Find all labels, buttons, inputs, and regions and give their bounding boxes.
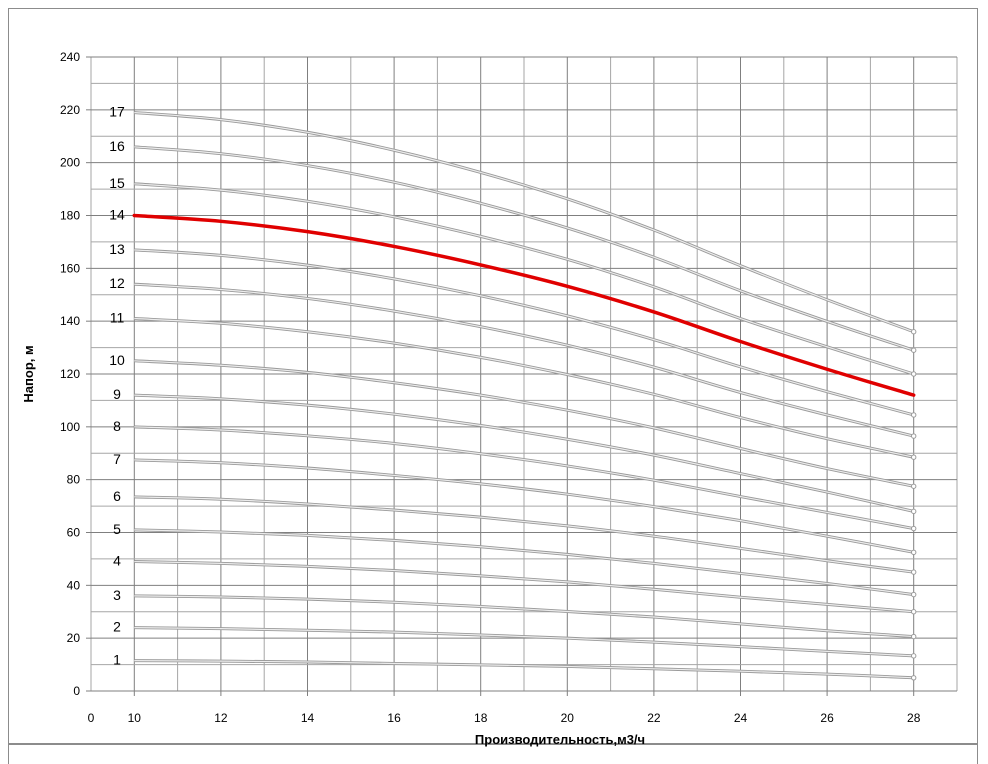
series-line-inner-4	[134, 560, 914, 613]
series-line-inner-9	[134, 394, 914, 512]
series-endpoint-9	[911, 508, 917, 515]
series-endpoint-6	[911, 569, 917, 575]
x-tick-label: 22	[647, 711, 661, 725]
y-tick-label: 200	[60, 156, 80, 170]
series-endpoint-11	[911, 454, 917, 460]
series-endpoint-15	[911, 371, 917, 377]
series-label-7: 7	[113, 451, 121, 467]
series-label-17: 17	[109, 103, 125, 119]
curves	[132, 110, 917, 681]
y-tick-label: 140	[60, 314, 80, 328]
y-tick-label: 20	[67, 631, 81, 645]
series-endpoint-13	[911, 412, 917, 418]
series-label-16: 16	[109, 138, 125, 154]
x-tick-labels: 10 12 14 16 18 20 22 24 26 28	[128, 691, 921, 725]
series-line-inner-17	[134, 111, 914, 333]
y-tick-label: 120	[60, 367, 80, 381]
series-line-inner-15	[134, 183, 914, 375]
series-line-inner-5	[134, 529, 914, 596]
series-label-12: 12	[109, 275, 125, 291]
series-line-14	[132, 213, 916, 397]
x-axis-title: Производительность,м3/ч	[475, 732, 645, 747]
series-endpoint-3	[911, 633, 917, 640]
series-endpoint-7	[911, 549, 917, 556]
y-tick-label: 160	[60, 261, 80, 275]
series-endpoint-12	[911, 433, 917, 439]
series-line-inner-16	[134, 146, 914, 351]
series-line-inner-11	[134, 317, 914, 458]
lower-panel-frame	[8, 744, 978, 764]
series-line-inner-12	[134, 283, 914, 437]
x-tick-label: 24	[734, 711, 748, 725]
y-tick-label: 220	[60, 103, 80, 117]
series-label-11: 11	[110, 310, 125, 326]
y-tick-label: 80	[67, 473, 81, 487]
series-endpoint-10	[911, 483, 917, 489]
series-endpoint-17	[911, 329, 917, 335]
series-endpoint-1	[911, 675, 917, 681]
x-tick-label: 20	[561, 711, 575, 725]
series-label-4: 4	[113, 553, 121, 569]
y-tick-labels: 0 20 40 60 80 100 120 140 160 180 200 220 240	[60, 50, 91, 698]
series-label-10: 10	[109, 352, 125, 368]
x-tick-label: 14	[301, 711, 315, 725]
series-label-9: 9	[113, 386, 121, 402]
y-tick-label: 180	[60, 209, 80, 223]
series-line-inner-13	[134, 249, 914, 416]
series-label-13: 13	[109, 241, 125, 257]
y-tick-label: 240	[60, 50, 80, 64]
series-line-inner-3	[134, 595, 914, 638]
y-axis-title: Напор, м	[21, 345, 36, 402]
x-tick-label: 16	[387, 711, 401, 725]
x-origin-tick-label: 0	[88, 711, 95, 725]
y-tick-label: 40	[67, 578, 81, 592]
x-tick-label: 12	[214, 711, 228, 725]
series-label-15: 15	[109, 175, 125, 191]
y-tick-label: 60	[67, 526, 81, 540]
series-endpoint-8	[911, 525, 917, 532]
series-line-inner-2	[134, 627, 914, 657]
series-label-1: 1	[113, 652, 121, 668]
series-endpoint-16	[911, 347, 917, 353]
y-tick-label: 100	[60, 420, 80, 434]
series-label-2: 2	[113, 619, 121, 635]
series-line-inner-6	[134, 496, 914, 573]
x-tick-label: 28	[907, 711, 921, 725]
series-line-inner-8	[134, 426, 914, 530]
chart-frame	[8, 8, 978, 744]
series-label-5: 5	[113, 521, 121, 537]
y-tick-label: 0	[73, 684, 80, 698]
series-line-inner-7	[134, 459, 914, 553]
series-endpoint-5	[911, 591, 917, 598]
x-tick-label: 18	[474, 711, 488, 725]
x-tick-label: 10	[128, 711, 142, 725]
series-label-3: 3	[113, 587, 121, 603]
series-label-8: 8	[113, 418, 121, 434]
series-line-inner-10	[134, 360, 914, 487]
x-tick-label: 26	[820, 711, 834, 725]
series-endpoint-2	[911, 653, 917, 659]
series-line-inner-1	[134, 660, 914, 679]
series-endpoint-4	[911, 609, 917, 615]
series-label-6: 6	[113, 488, 121, 504]
series-label-14: 14	[109, 207, 125, 223]
